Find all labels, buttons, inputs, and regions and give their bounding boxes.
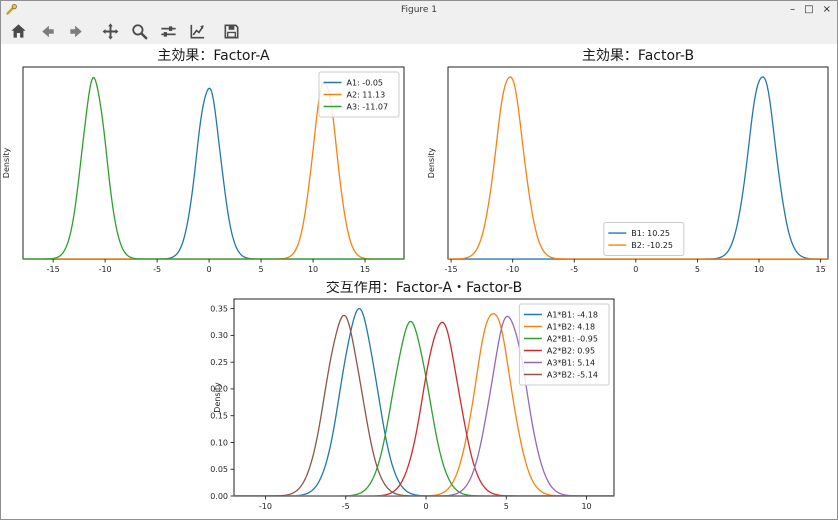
kde-curve <box>234 315 614 496</box>
back-arrow-icon <box>42 25 54 38</box>
toolbar-pan-button[interactable] <box>98 21 123 43</box>
y-axis-label: Density <box>427 148 436 179</box>
x-tick-label: -15 <box>47 265 60 274</box>
forward-arrow-icon <box>70 25 82 38</box>
y-tick-label: 0.35 <box>210 304 228 313</box>
x-tick-label: 10 <box>581 502 591 511</box>
x-tick-label: 5 <box>695 265 700 274</box>
legend-label: A3: -11.07 <box>347 102 389 111</box>
plot-interaction-factor-a-b[interactable]: 交互作用：Factor-A・Factor-B Density -10 -5 0 5 10 0.… <box>191 281 651 520</box>
maximize-button[interactable]: □ <box>804 4 814 15</box>
app-icon <box>6 3 17 15</box>
window-title: Figure 1 <box>400 5 438 15</box>
close-button[interactable]: × <box>822 4 831 15</box>
legend-label: A3*B2: -5.14 <box>547 370 598 379</box>
y-axis-label: Density <box>213 382 222 413</box>
x-tick-label: -10 <box>506 265 519 274</box>
legend: A1*B1: -4.18 A1*B2: 4.18 A2*B1: -0.95 A2*B2… <box>518 303 610 386</box>
x-tick-label: 10 <box>754 265 764 274</box>
y-axis-label: Density <box>2 148 11 179</box>
kde-curve <box>234 320 614 496</box>
sliders-icon <box>161 26 176 37</box>
x-tick-label: 0 <box>633 265 638 274</box>
x-tick-label: 5 <box>259 265 264 274</box>
legend-box <box>518 303 610 386</box>
y-tick-label: 0.00 <box>210 492 228 501</box>
kde-curve <box>23 77 404 259</box>
plot-title: 交互作用：Factor-A・Factor-B <box>326 281 522 296</box>
legend-label: B1: 10.25 <box>631 229 670 238</box>
kde-curve <box>23 87 404 259</box>
home-icon <box>11 24 26 38</box>
x-tick-label: 0 <box>423 502 428 511</box>
y-tick-label: 0.25 <box>210 358 228 367</box>
y-tick-label: 0.10 <box>210 438 228 447</box>
magnifier-icon <box>132 24 148 40</box>
floppy-save-icon <box>224 24 239 39</box>
x-tick-label: -5 <box>153 265 161 274</box>
plot-title: 主効果：Factor-B <box>582 48 694 64</box>
toolbar-configure-subplots-button[interactable] <box>156 21 181 43</box>
kde-curve <box>23 82 404 259</box>
legend-label: A2: 11.13 <box>347 90 386 99</box>
x-tick-label: 10 <box>308 265 318 274</box>
minimize-button[interactable]: – <box>790 4 796 15</box>
kde-curve <box>234 321 614 496</box>
y-tick-label: 0.20 <box>210 385 228 394</box>
pan-move-icon <box>102 23 119 40</box>
kde-curve <box>234 314 614 496</box>
x-tick-label: 5 <box>504 502 509 511</box>
toolbar-save-button[interactable] <box>219 21 244 43</box>
legend-label: A3*B1: 5.14 <box>547 358 595 367</box>
legend-label: A2*B2: 0.95 <box>547 346 595 355</box>
legend-box <box>603 222 685 257</box>
legend: B1: 10.25 B2: -10.25 <box>603 222 685 257</box>
title-bar[interactable]: Figure 1 – □ × <box>1 1 837 20</box>
toolbar-edit-axes-button[interactable] <box>185 21 210 43</box>
legend-box <box>318 71 400 118</box>
line-chart-icon <box>190 24 205 39</box>
legend-label: A1*B2: 4.18 <box>547 322 595 331</box>
y-tick-label: 0.05 <box>210 465 228 474</box>
x-tick-label: 15 <box>360 265 370 274</box>
x-tick-label: 15 <box>816 265 826 274</box>
legend-label: B2: -10.25 <box>631 241 673 250</box>
matplotlib-toolbar <box>1 19 837 44</box>
kde-curve <box>448 76 828 259</box>
y-tick-label: 0.30 <box>210 331 228 340</box>
toolbar-forward-button[interactable] <box>64 21 89 43</box>
legend-label: A1: -0.05 <box>347 78 384 87</box>
y-tick-label: 0.15 <box>210 412 228 421</box>
legend-label: A1*B1: -4.18 <box>547 310 598 319</box>
x-tick-label: -10 <box>259 502 272 511</box>
toolbar-zoom-button[interactable] <box>127 21 152 43</box>
toolbar-home-button[interactable] <box>6 21 31 43</box>
x-tick-label: -5 <box>342 502 350 511</box>
x-tick-label: -5 <box>570 265 578 274</box>
plot-main-effect-factor-a[interactable]: 主効果：Factor-A Density -15 -10 -5 0 5 10 15 A1: -0.… <box>1 45 421 281</box>
x-tick-label: -10 <box>99 265 112 274</box>
figure-canvas: 主効果：Factor-A Density -15 -10 -5 0 5 10 15 A1: -0.… <box>1 44 838 520</box>
toolbar-back-button[interactable] <box>35 21 60 43</box>
legend: A1: -0.05 A2: 11.13 A3: -11.07 <box>318 71 400 118</box>
x-tick-label: 0 <box>207 265 212 274</box>
x-tick-label: -15 <box>445 265 458 274</box>
legend-label: A2*B1: -0.95 <box>547 334 598 343</box>
kde-curve <box>448 76 828 259</box>
plot-title: 主効果：Factor-A <box>157 48 270 64</box>
plot-main-effect-factor-b[interactable]: 主効果：Factor-B Density -15 -10 -5 0 5 10 15 B1: 10.… <box>421 45 838 281</box>
